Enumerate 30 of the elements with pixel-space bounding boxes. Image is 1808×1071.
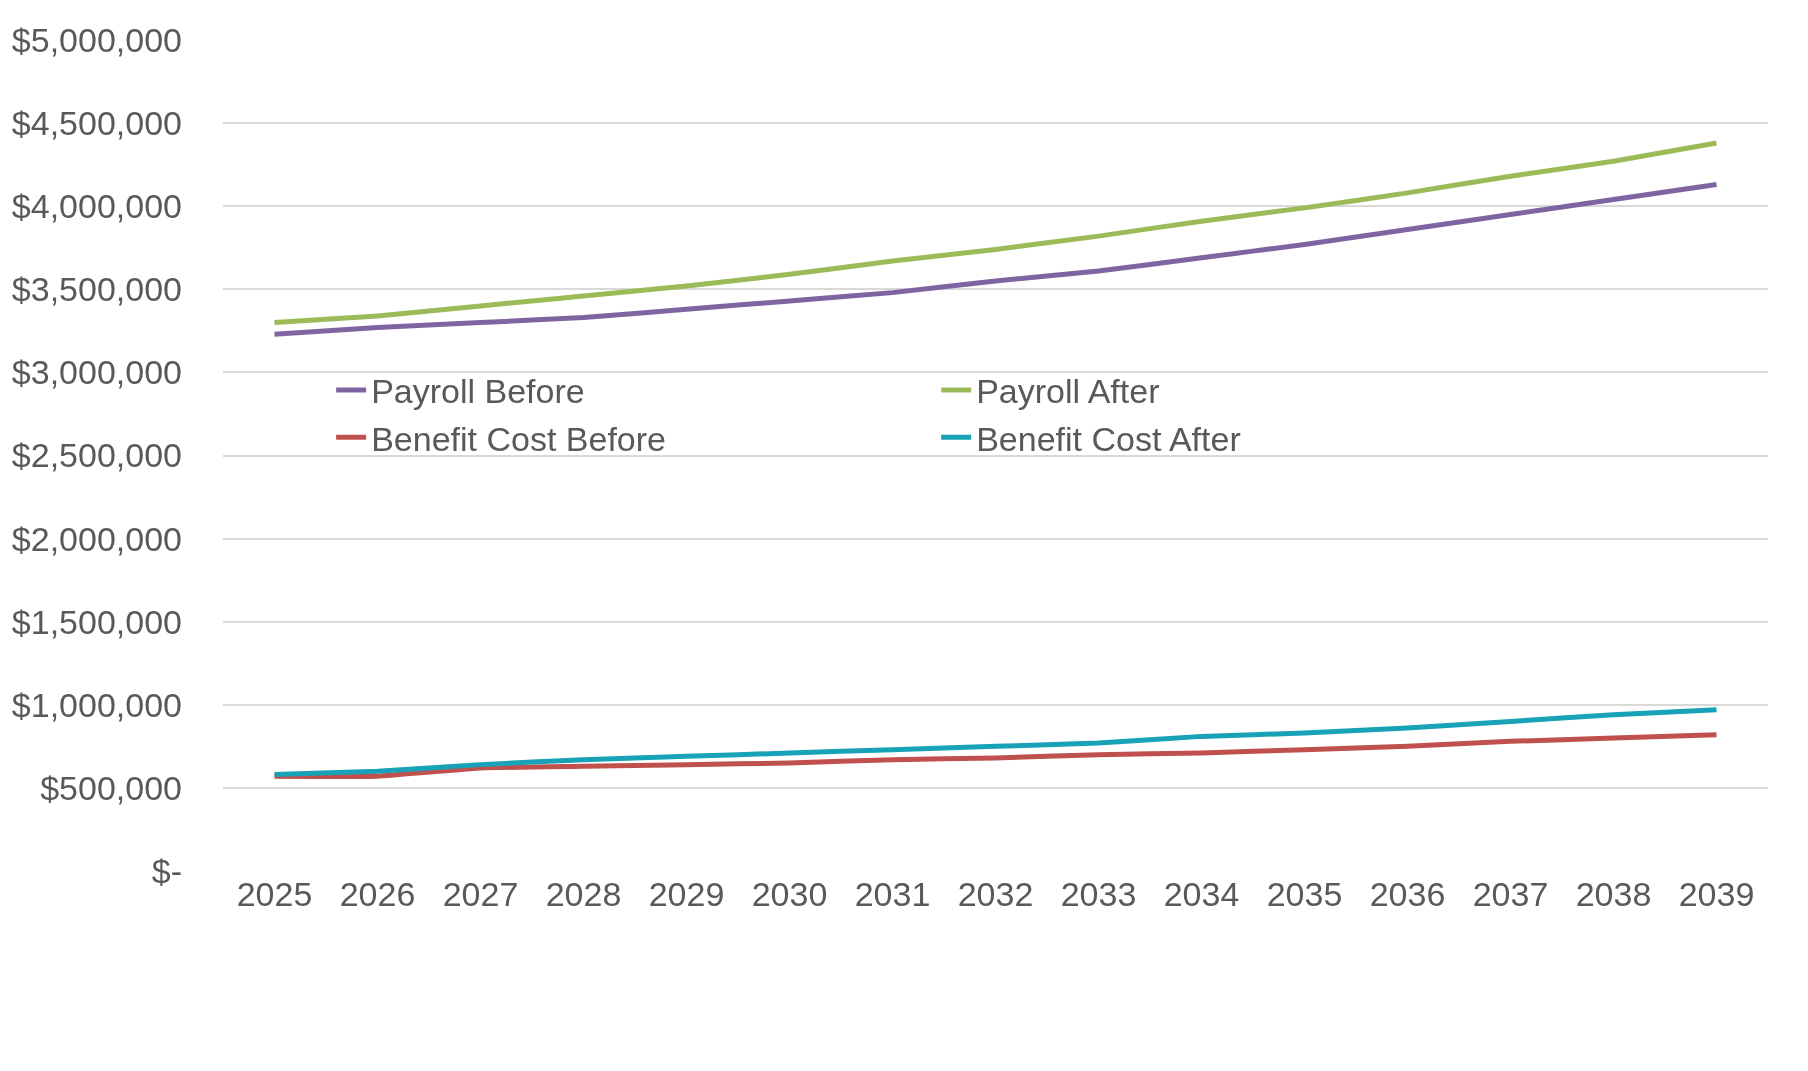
y-tick-label: $1,500,000 (11, 602, 182, 641)
y-tick-label: $5,000,000 (11, 20, 182, 59)
y-tick-label: $2,500,000 (11, 436, 182, 475)
x-tick-label: 2029 (648, 875, 725, 913)
x-tick-label: 2039 (1678, 875, 1755, 913)
y-tick-label: $1,000,000 (11, 685, 182, 724)
x-tick-label: 2038 (1575, 875, 1652, 913)
x-tick-label: 2025 (236, 875, 313, 913)
y-tick-label: $500,000 (40, 768, 182, 807)
x-tick-label: 2034 (1163, 875, 1240, 913)
y-tick-label: $- (151, 851, 182, 890)
x-tick-label: 2033 (1060, 875, 1137, 913)
y-tick-label: $2,000,000 (11, 519, 182, 558)
legend-label: Benefit Cost Before (371, 419, 666, 458)
y-tick-label: $3,000,000 (11, 353, 182, 392)
legend-label: Benefit Cost After (976, 419, 1241, 458)
x-tick-label: 2030 (751, 875, 828, 913)
x-tick-label: 2027 (442, 875, 519, 913)
x-tick-label: 2036 (1369, 875, 1446, 913)
x-tick-label: 2026 (339, 875, 416, 913)
x-tick-label: 2035 (1266, 875, 1343, 913)
y-tick-label: $4,000,000 (11, 187, 182, 226)
x-tick-label: 2032 (957, 875, 1034, 913)
x-tick-label: 2028 (545, 875, 622, 913)
legend-label: Payroll After (976, 372, 1160, 411)
x-tick-label: 2037 (1472, 875, 1549, 913)
x-tick-label: 2031 (854, 875, 931, 913)
legend-label: Payroll Before (371, 372, 585, 411)
y-tick-label: $3,500,000 (11, 270, 182, 309)
y-tick-label: $4,500,000 (11, 104, 182, 142)
